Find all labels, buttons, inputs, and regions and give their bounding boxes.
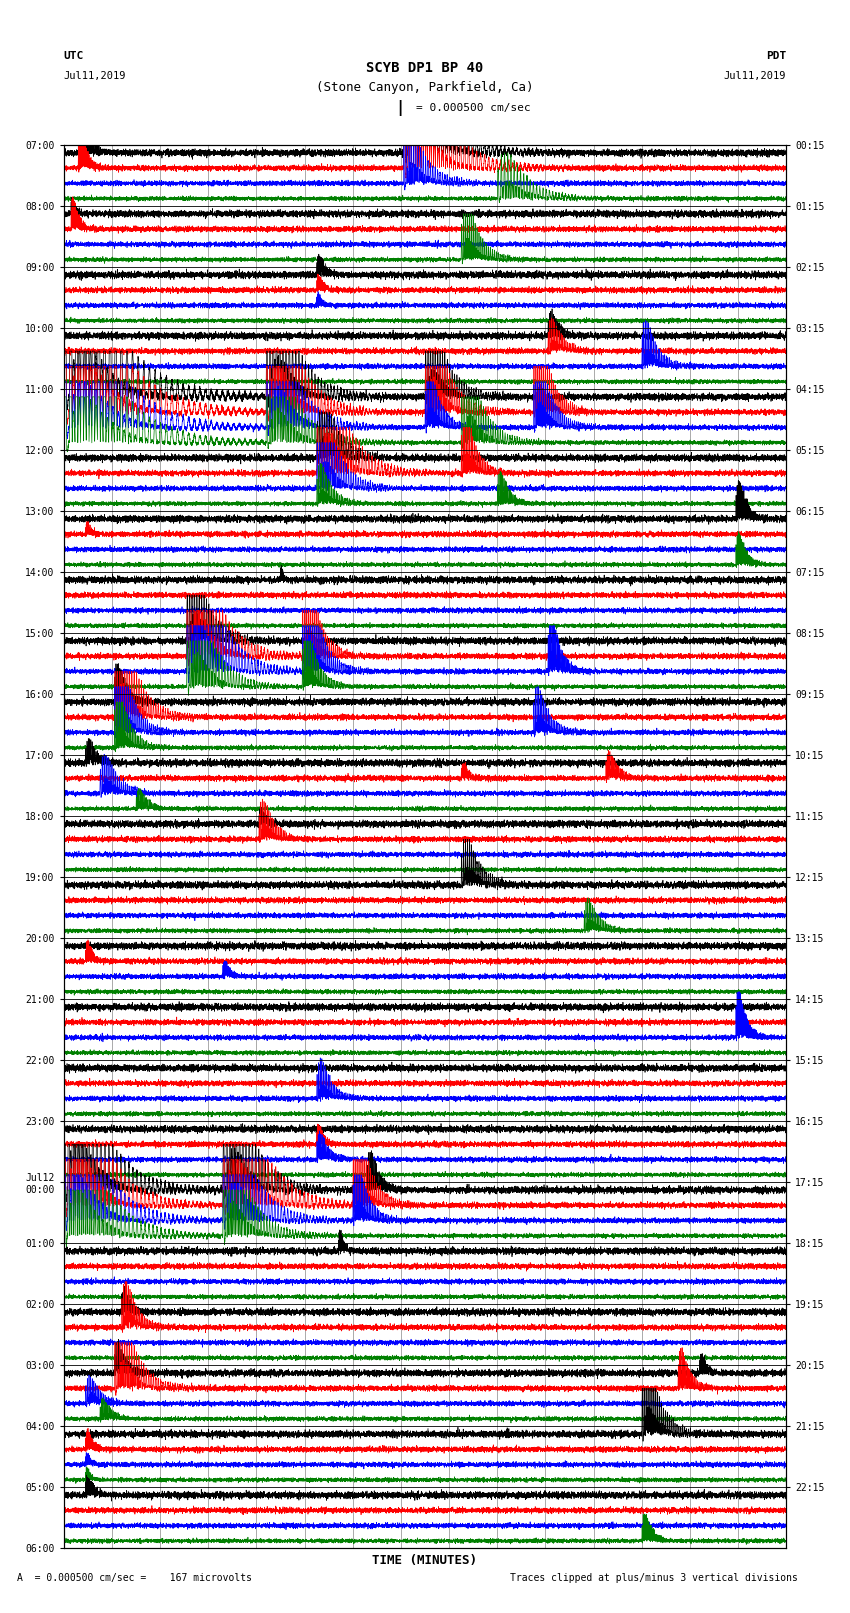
- Text: PDT: PDT: [766, 52, 786, 61]
- Text: A  = 0.000500 cm/sec =    167 microvolts: A = 0.000500 cm/sec = 167 microvolts: [17, 1573, 252, 1582]
- Text: = 0.000500 cm/sec: = 0.000500 cm/sec: [416, 103, 531, 113]
- Text: |: |: [395, 100, 404, 116]
- Text: Jul11,2019: Jul11,2019: [64, 71, 127, 81]
- Text: (Stone Canyon, Parkfield, Ca): (Stone Canyon, Parkfield, Ca): [316, 81, 534, 95]
- Text: Traces clipped at plus/minus 3 vertical divisions: Traces clipped at plus/minus 3 vertical …: [510, 1573, 798, 1582]
- Text: SCYB DP1 BP 40: SCYB DP1 BP 40: [366, 61, 484, 74]
- Text: UTC: UTC: [64, 52, 84, 61]
- Text: Jul11,2019: Jul11,2019: [723, 71, 786, 81]
- X-axis label: TIME (MINUTES): TIME (MINUTES): [372, 1553, 478, 1568]
